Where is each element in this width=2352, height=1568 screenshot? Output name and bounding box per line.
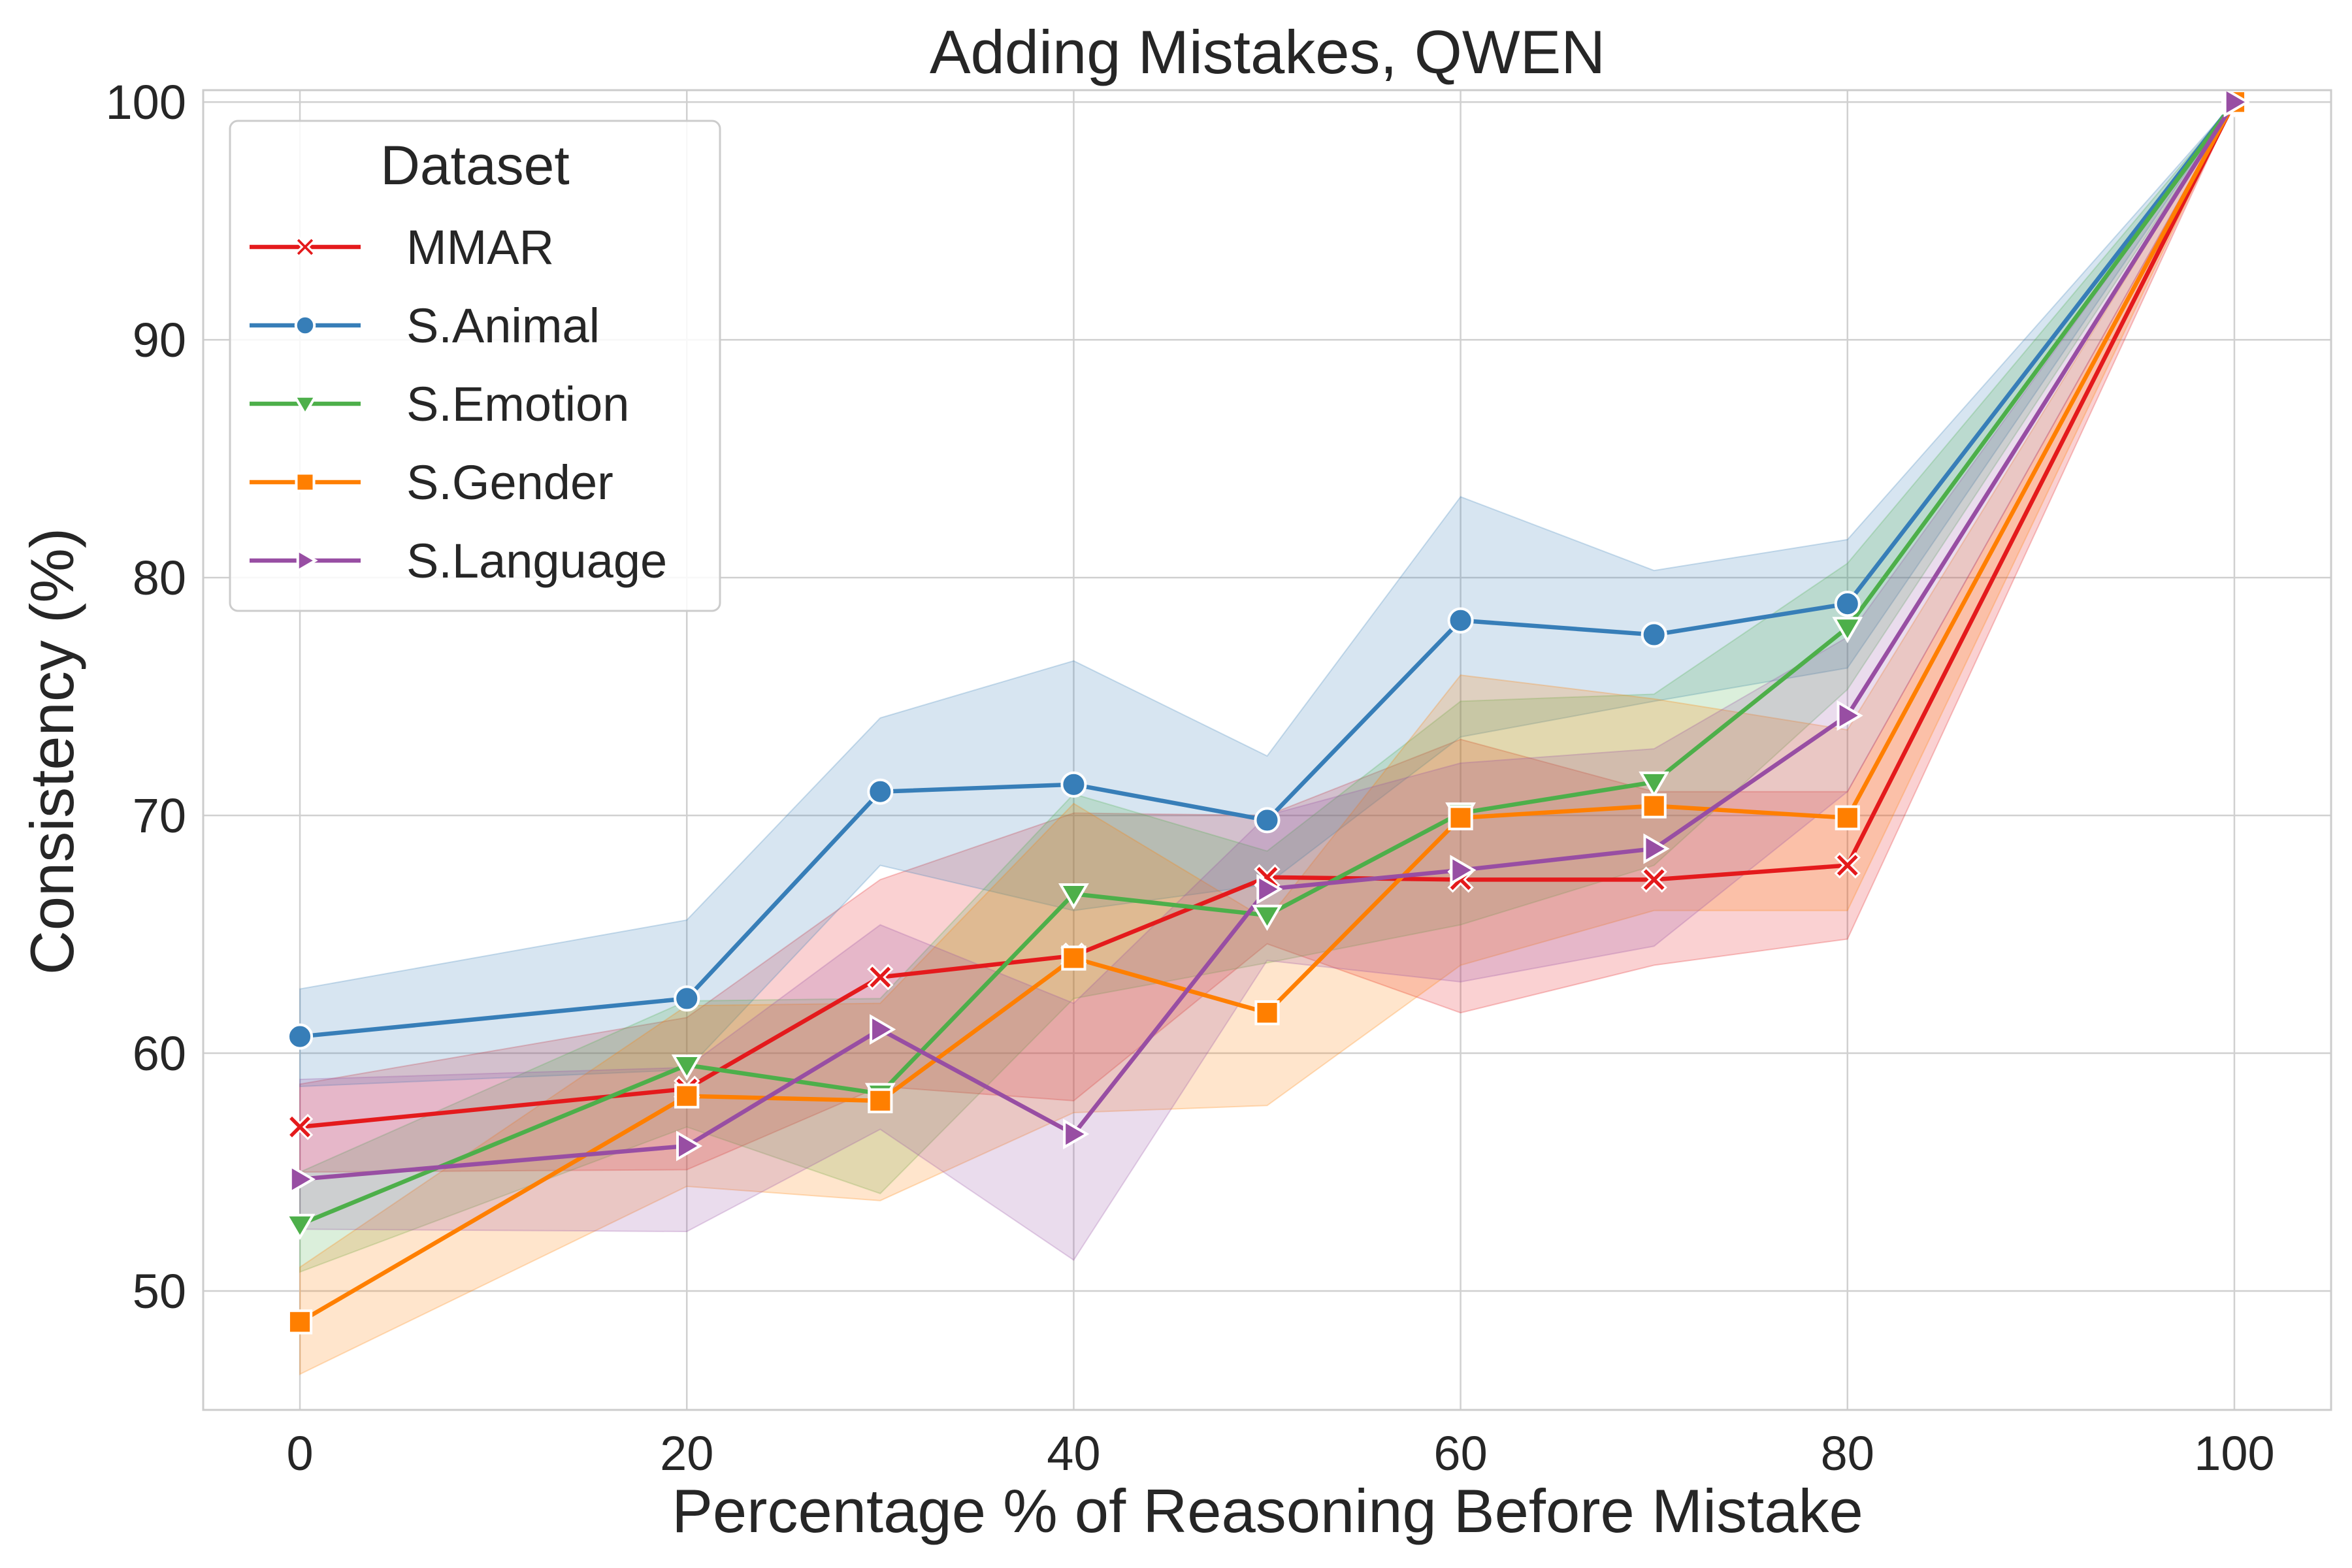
- legend-item-s-emotion: S.Emotion: [250, 377, 629, 431]
- s-language-data-point: [1450, 855, 1477, 886]
- s-gender-data-point: [1061, 945, 1086, 971]
- y-tick-label: 80: [133, 551, 186, 605]
- s-animal-data-point: [1834, 591, 1861, 617]
- s-gender-data-point: [1448, 805, 1473, 830]
- legend: Dataset MMAR S.Animal S.Emotion S.Gender S.L…: [229, 120, 721, 612]
- y-tick-label: 60: [133, 1026, 186, 1081]
- s-animal-data-point: [674, 985, 700, 1012]
- legend-label: MMAR: [406, 220, 554, 274]
- mmar-data-point: [1641, 866, 1667, 893]
- s-emotion-confidence-band: [299, 101, 2235, 1273]
- y-tick-label: 90: [133, 313, 186, 367]
- legend-label: S.Animal: [406, 299, 600, 353]
- x-tick-label: 20: [660, 1426, 713, 1480]
- s-animal-data-point: [1254, 807, 1281, 834]
- y-tick-labels: 50 60 70 80 90 100: [106, 75, 186, 1318]
- legend-box: [229, 120, 721, 612]
- s-animal-confidence-band: [299, 101, 2235, 1088]
- s-language-data-point: [870, 1014, 896, 1045]
- plot-frame: [202, 89, 2332, 1411]
- legend-swatch-marker: [292, 395, 318, 417]
- s-language-data-point: [676, 1130, 703, 1162]
- legend-item-s-gender: S.Gender: [250, 455, 613, 510]
- s-language-data-point: [1643, 833, 1670, 864]
- y-axis-label: Consistency (%): [18, 528, 86, 975]
- s-gender-confidence-band: [299, 101, 2235, 1376]
- s-emotion-data-point: [1639, 771, 1670, 798]
- s-emotion-data-point: [671, 1054, 702, 1081]
- x-tick-label: 40: [1047, 1426, 1100, 1480]
- legend-title: Dataset: [380, 135, 570, 196]
- s-gender-data-point: [287, 1309, 313, 1335]
- s-animal-data-point: [1447, 607, 1474, 634]
- legend-swatch-marker: [294, 236, 316, 258]
- mmar-data-point: [867, 964, 894, 990]
- s-language-data-point: [1837, 700, 1863, 731]
- s-emotion-data-point: [1252, 904, 1282, 931]
- s-language-data-point: [289, 1164, 316, 1195]
- legend-item-mmar: MMAR: [250, 220, 554, 274]
- mmar-data-point: [1834, 852, 1861, 879]
- legend-swatch-marker: [294, 314, 316, 336]
- y-tick-label: 70: [133, 789, 186, 843]
- y-tick-label: 50: [133, 1264, 186, 1318]
- x-tick-labels: 0 20 40 60 80 100: [286, 1426, 2274, 1480]
- s-emotion-data-point: [1832, 617, 1863, 644]
- s-language-data-point: [2223, 86, 2250, 118]
- legend-item-s-language: S.Language: [250, 534, 667, 588]
- s-emotion-data-point: [1058, 883, 1089, 910]
- legend-label: S.Gender: [406, 455, 613, 510]
- legend-item-s-animal: S.Animal: [250, 299, 600, 353]
- x-tick-label: 0: [286, 1426, 313, 1480]
- s-animal-data-point: [1641, 621, 1667, 648]
- mmar-data-point: [286, 1113, 314, 1141]
- y-tick-label: 100: [106, 75, 186, 129]
- s-gender-data-point: [1254, 1000, 1280, 1026]
- chart-title: Adding Mistakes, QWEN: [930, 18, 1605, 86]
- s-animal-data-point: [867, 778, 894, 805]
- s-language-data-point: [1063, 1119, 1090, 1150]
- s-emotion-data-point: [284, 1213, 316, 1241]
- s-gender-data-point: [1835, 805, 1860, 830]
- s-animal-data-point: [286, 1023, 314, 1050]
- series-markers: [284, 86, 2250, 1335]
- legend-label: S.Language: [406, 534, 667, 588]
- legend-items: MMAR S.Animal S.Emotion S.Gender S.Language: [250, 220, 667, 588]
- x-tick-label: 100: [2194, 1426, 2274, 1480]
- s-language-data-point: [1256, 874, 1283, 905]
- x-tick-label: 80: [1821, 1426, 1874, 1480]
- s-gender-data-point: [674, 1083, 700, 1109]
- s-gender-data-point: [1641, 793, 1667, 819]
- x-tick-label: 60: [1433, 1426, 1487, 1480]
- legend-swatch-marker: [296, 547, 318, 574]
- s-gender-data-point: [868, 1088, 893, 1113]
- x-axis-label: Percentage % of Reasoning Before Mistake: [672, 1477, 1863, 1545]
- s-animal-data-point: [1060, 771, 1087, 798]
- legend-swatch-marker: [295, 472, 316, 493]
- legend-label: S.Emotion: [406, 377, 629, 431]
